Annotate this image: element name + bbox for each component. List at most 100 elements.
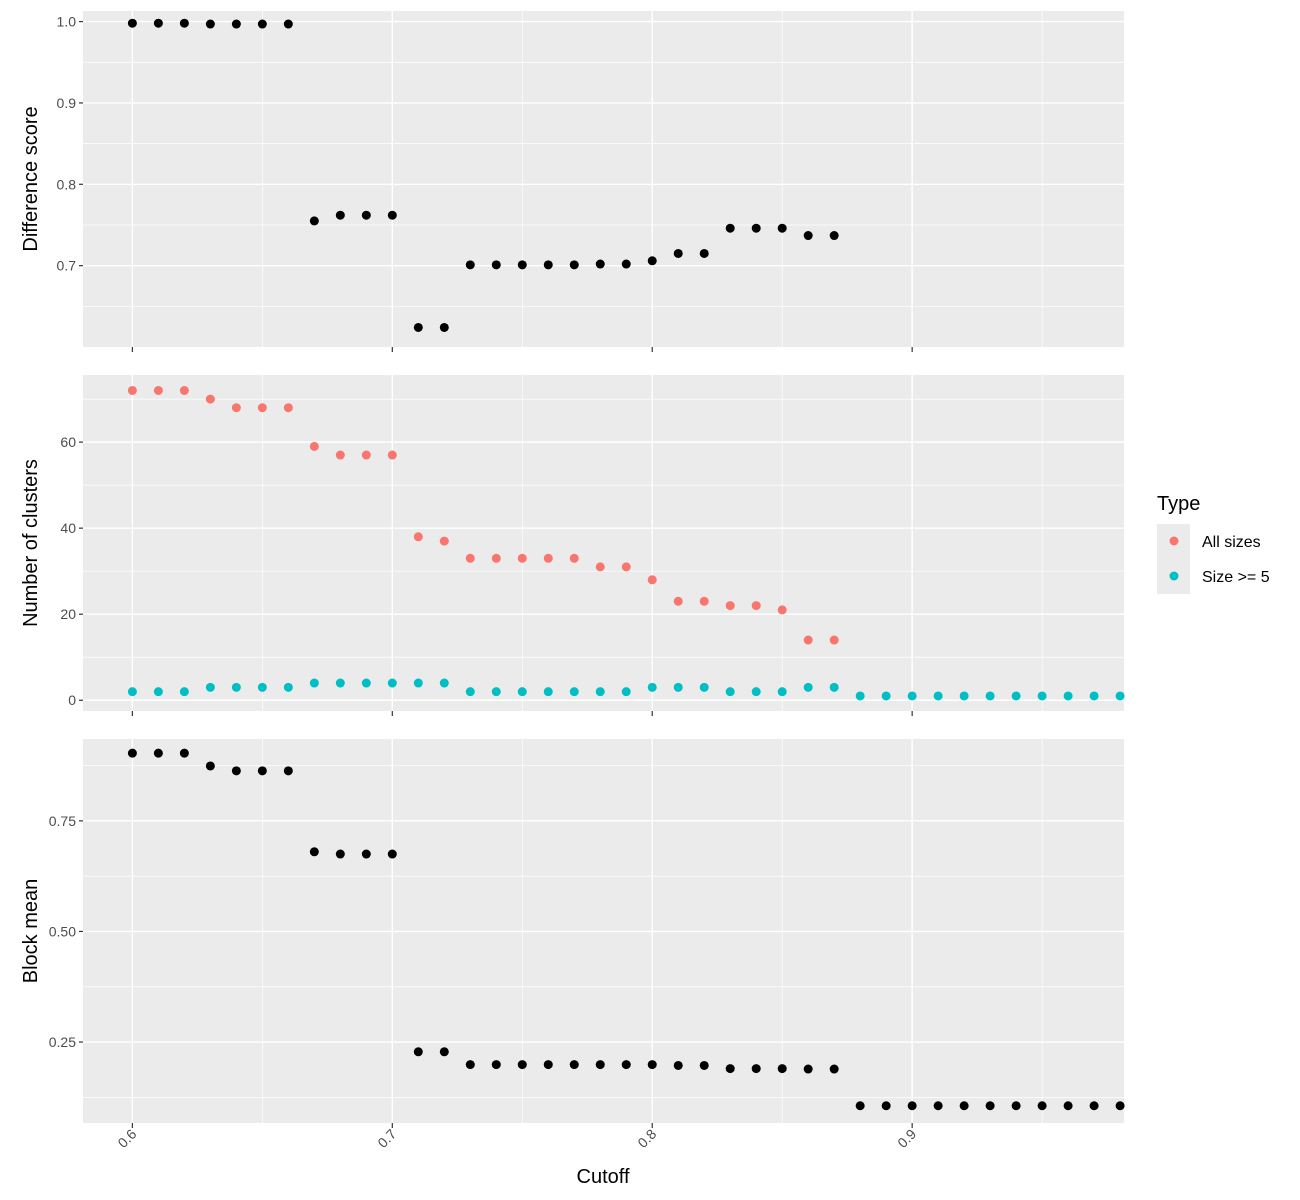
legend-label-all-sizes: All sizes	[1202, 534, 1261, 551]
legend-title: Type	[1157, 493, 1200, 515]
data-point	[439, 678, 449, 688]
data-point	[257, 766, 267, 776]
data-point	[803, 1064, 813, 1074]
data-point	[933, 1101, 943, 1111]
data-point	[751, 601, 761, 611]
data-point	[647, 256, 657, 266]
data-point	[751, 223, 761, 233]
y-tick-label: 0.50	[49, 923, 76, 939]
data-point	[907, 1101, 917, 1111]
data-point	[855, 1101, 865, 1111]
data-point	[335, 210, 345, 220]
series-size-5	[127, 678, 1125, 701]
data-point	[309, 216, 319, 226]
data-point	[829, 682, 839, 692]
data-point	[647, 682, 657, 692]
data-point	[491, 553, 501, 563]
data-point	[803, 635, 813, 645]
y-tick-label: 0.7	[57, 258, 77, 274]
data-point	[1011, 1101, 1021, 1111]
data-point	[725, 1064, 735, 1074]
data-point	[647, 575, 657, 585]
data-point	[387, 450, 397, 460]
data-point	[387, 849, 397, 859]
y-axis-title: Block mean	[20, 879, 42, 984]
y-tick-label: 1.0	[57, 14, 77, 30]
data-point	[1063, 691, 1073, 701]
legend-label-size-ge-5: Size >= 5	[1202, 569, 1270, 586]
data-point	[179, 687, 189, 697]
data-point	[699, 682, 709, 692]
data-point	[699, 248, 709, 258]
data-point	[413, 1047, 423, 1057]
data-point	[283, 682, 293, 692]
data-point	[439, 1047, 449, 1057]
data-point	[335, 450, 345, 460]
data-point	[543, 687, 553, 697]
panel-number-of-clusters: 0 20 40 60 Number of clusters	[20, 375, 1125, 716]
data-point	[127, 18, 137, 28]
data-point	[673, 682, 683, 692]
data-point	[959, 1101, 969, 1111]
data-point	[673, 248, 683, 258]
data-point	[179, 18, 189, 28]
data-point	[127, 687, 137, 697]
data-point	[465, 260, 475, 270]
panel-background	[83, 11, 1124, 347]
series-points	[127, 748, 1125, 1111]
data-point	[335, 849, 345, 859]
data-point	[543, 553, 553, 563]
data-point	[205, 682, 215, 692]
data-point	[465, 553, 475, 563]
data-point	[361, 210, 371, 220]
data-point	[751, 1064, 761, 1074]
data-point	[985, 1101, 995, 1111]
data-point	[465, 1060, 475, 1070]
data-point	[699, 596, 709, 606]
data-point	[569, 260, 579, 270]
data-point	[205, 19, 215, 29]
data-point	[595, 1060, 605, 1070]
data-point	[725, 601, 735, 611]
data-point	[517, 1060, 527, 1070]
data-point	[985, 691, 995, 701]
data-point	[751, 687, 761, 697]
data-point	[309, 678, 319, 688]
data-point	[491, 1060, 501, 1070]
data-point	[1115, 1101, 1125, 1111]
data-point	[855, 691, 865, 701]
data-point	[127, 748, 137, 758]
data-point	[491, 260, 501, 270]
data-point	[621, 562, 631, 572]
y-tick-label: 40	[60, 520, 76, 536]
data-point	[361, 849, 371, 859]
y-tick-label: 20	[60, 606, 76, 622]
data-point	[361, 678, 371, 688]
legend-key-background	[1157, 524, 1190, 594]
data-point	[1037, 1101, 1047, 1111]
panel-background	[83, 375, 1124, 711]
data-point	[153, 687, 163, 697]
data-point	[621, 1060, 631, 1070]
data-point	[803, 231, 813, 241]
data-point	[595, 259, 605, 269]
data-point	[621, 687, 631, 697]
data-point	[1063, 1101, 1073, 1111]
data-point	[257, 682, 267, 692]
data-point	[257, 19, 267, 29]
data-point	[673, 596, 683, 606]
y-tick-label: 0.75	[49, 813, 76, 829]
data-point	[491, 687, 501, 697]
legend: Type All sizes Size >= 5	[1157, 493, 1270, 594]
data-point	[517, 260, 527, 270]
data-point	[179, 748, 189, 758]
data-point	[153, 748, 163, 758]
data-point	[413, 678, 423, 688]
y-tick-label: 0.25	[49, 1034, 76, 1050]
data-point	[1089, 691, 1099, 701]
data-point	[621, 259, 631, 269]
data-point	[725, 687, 735, 697]
data-point	[231, 403, 241, 413]
data-point	[361, 450, 371, 460]
data-point	[569, 687, 579, 697]
